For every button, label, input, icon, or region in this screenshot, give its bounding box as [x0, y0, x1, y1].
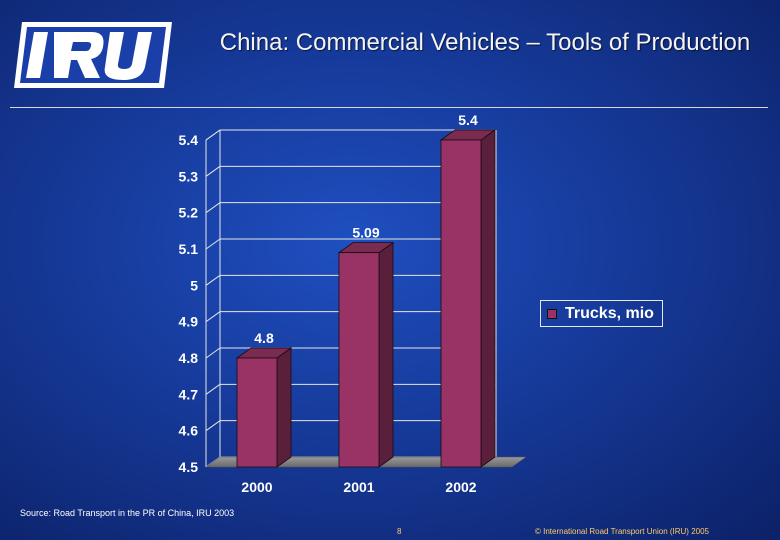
source-note: Source: Road Transport in the PR of Chin… — [20, 508, 235, 518]
chart-axes — [205, 129, 497, 467]
data-label: 5.09 — [352, 225, 379, 241]
y-tick-label: 4.5 — [179, 459, 199, 475]
y-tick-label: 4.7 — [179, 386, 199, 402]
y-tick-label: 5.4 — [179, 132, 199, 148]
x-tick-label: 2002 — [445, 479, 476, 495]
side-gridline — [205, 274, 221, 286]
bar-side — [480, 129, 496, 468]
bar — [236, 357, 278, 468]
side-wall-top-edge — [205, 129, 221, 141]
y-tick-label: 4.8 — [179, 350, 199, 366]
side-gridline — [205, 165, 221, 177]
side-gridline — [205, 383, 221, 395]
y-tick-label: 5.1 — [179, 241, 199, 257]
y-tick-label: 5.2 — [179, 205, 199, 221]
copyright-note: © International Road Transport Union (IR… — [535, 527, 709, 536]
title-divider — [10, 107, 768, 108]
side-gridline — [205, 420, 221, 432]
page-number: 8 — [397, 527, 402, 536]
x-tick-label: 2000 — [241, 479, 272, 495]
side-gridline — [205, 347, 221, 359]
bar — [338, 252, 380, 468]
legend-label: Trucks, mio — [565, 304, 654, 322]
bar-side — [378, 241, 394, 468]
chart-bars — [235, 129, 497, 468]
side-gridline — [205, 238, 221, 250]
y-tick-label: 5 — [190, 277, 198, 293]
bar — [440, 139, 482, 468]
y-tick-label: 4.9 — [179, 314, 199, 330]
legend-swatch — [547, 308, 557, 319]
side-gridline — [205, 202, 221, 214]
iru-logo — [14, 22, 172, 88]
bar-side — [276, 347, 292, 468]
x-tick-label: 2001 — [343, 479, 374, 495]
chart-labels: 4.5 4.6 4.7 4.8 4.9 5 5.1 5.2 5.3 5.4 4.8 2000 5.09 2… — [179, 112, 478, 495]
y-tick-label: 5.3 — [179, 168, 199, 184]
chart-legend: Trucks, mio — [540, 300, 663, 327]
data-label: 5.4 — [458, 112, 478, 128]
data-label: 4.8 — [254, 330, 274, 346]
side-gridline — [205, 311, 221, 323]
slide-title: China: Commercial Vehicles – Tools of Pr… — [219, 29, 751, 56]
y-tick-label: 4.6 — [179, 423, 199, 439]
